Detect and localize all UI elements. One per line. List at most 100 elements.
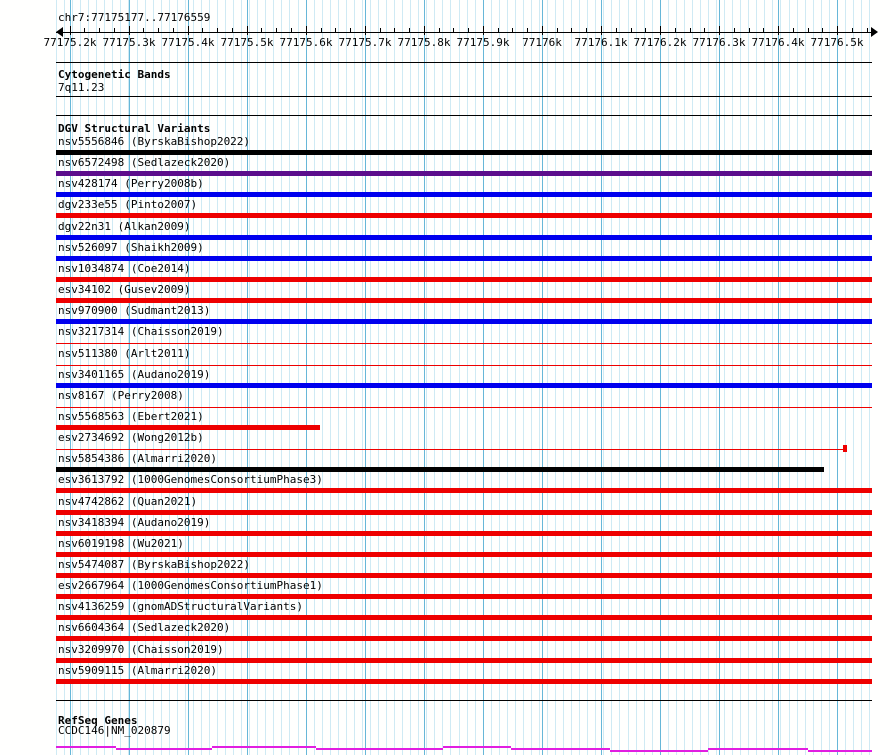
dgv-variant-endpoint-marker[interactable] xyxy=(843,445,847,452)
dgv-variant-label: nsv6572498 (Sedlazeck2020) xyxy=(58,156,231,169)
dgv-variant-bar[interactable] xyxy=(56,383,872,388)
gene-exon-segment[interactable] xyxy=(212,746,316,748)
dgv-variant-row[interactable]: esv34102 (Gusev2009) xyxy=(0,282,890,303)
ruler-tick-label: 77175.9k xyxy=(456,36,510,49)
dgv-variant-row[interactable]: dgv233e55 (Pinto2007) xyxy=(0,197,890,218)
dgv-variant-label: nsv8167 (Perry2008) xyxy=(58,389,184,402)
dgv-variant-label: dgv22n31 (Alkan2009) xyxy=(58,220,191,233)
dgv-variant-label: esv2667964 (1000GenomesConsortiumPhase1) xyxy=(58,579,323,592)
dgv-variant-row[interactable]: esv2734692 (Wong2012b) xyxy=(0,430,890,452)
dgv-variant-row[interactable]: dgv22n31 (Alkan2009) xyxy=(0,219,890,240)
divider-refseq-top xyxy=(56,700,872,701)
dgv-variant-label: nsv511380 (Arlt2011) xyxy=(58,347,191,360)
gene-exon-segment[interactable] xyxy=(443,746,511,748)
dgv-variant-bar[interactable] xyxy=(56,407,872,408)
dgv-variant-bar[interactable] xyxy=(56,615,872,620)
dgv-variant-bar[interactable] xyxy=(56,171,872,176)
dgv-variant-bar[interactable] xyxy=(56,298,872,303)
gene-exon-segment[interactable] xyxy=(708,748,808,750)
dgv-variant-row[interactable]: nsv5854386 (Almarri2020) xyxy=(0,451,890,472)
dgv-track-title: DGV Structural Variants xyxy=(58,122,211,135)
dgv-variant-label: nsv5556846 (ByrskaBishop2022) xyxy=(58,135,251,148)
dgv-variant-bar[interactable] xyxy=(56,449,846,450)
ruler-tick-label: 77175.3k xyxy=(102,36,156,49)
ruler-tick-label: 77176.3k xyxy=(692,36,746,49)
dgv-variant-bar[interactable] xyxy=(56,488,872,493)
dgv-variant-row[interactable]: nsv6019198 (Wu2021) xyxy=(0,536,890,557)
dgv-variant-bar[interactable] xyxy=(56,636,872,641)
axis-arrow-right-icon xyxy=(871,27,878,37)
dgv-variant-bar[interactable] xyxy=(56,319,872,324)
gene-exon-segment[interactable] xyxy=(808,750,872,752)
dgv-variant-row[interactable]: nsv3209970 (Chaisson2019) xyxy=(0,642,890,663)
dgv-variant-row[interactable]: esv3613792 (1000GenomesConsortiumPhase3) xyxy=(0,472,890,493)
dgv-variant-label: nsv1034874 (Coe2014) xyxy=(58,262,191,275)
dgv-variant-bar[interactable] xyxy=(56,573,872,578)
dgv-variant-bar[interactable] xyxy=(56,256,872,261)
ruler-tick-label: 77176.2k xyxy=(633,36,687,49)
gene-label[interactable]: CCDC146|NM_020879 xyxy=(58,724,171,737)
cytogenetic-bands-title: Cytogenetic Bands xyxy=(58,68,171,81)
dgv-variant-label: nsv4136259 (gnomADStructuralVariants) xyxy=(58,600,304,613)
gene-exon-segment[interactable] xyxy=(56,746,116,748)
divider-cytoband-bottom xyxy=(56,96,872,97)
gene-exon-segment[interactable] xyxy=(316,748,443,750)
dgv-variant-row[interactable]: nsv5474087 (ByrskaBishop2022) xyxy=(0,557,890,578)
dgv-variant-bar[interactable] xyxy=(56,150,872,155)
dgv-variant-row[interactable]: nsv6604364 (Sedlazeck2020) xyxy=(0,620,890,641)
dgv-variant-row[interactable]: nsv3418394 (Audano2019) xyxy=(0,515,890,536)
gene-exon-segment[interactable] xyxy=(610,750,708,752)
dgv-variant-row[interactable]: nsv5568563 (Ebert2021) xyxy=(0,409,890,430)
axis-line xyxy=(56,32,872,33)
dgv-variant-bar[interactable] xyxy=(56,531,872,536)
dgv-variant-bar[interactable] xyxy=(56,552,872,557)
dgv-variant-label: esv34102 (Gusev2009) xyxy=(58,283,191,296)
ruler-tick-label: 77175.2k xyxy=(43,36,97,49)
dgv-variant-bar[interactable] xyxy=(56,277,872,282)
dgv-variant-label: nsv3418394 (Audano2019) xyxy=(58,516,211,529)
dgv-variant-bar[interactable] xyxy=(56,343,872,344)
genomic-coordinate-ruler[interactable]: chr7:77175177..77176559 77175.2k 77175.3k… xyxy=(0,0,890,49)
axis-arrow-left-icon xyxy=(56,27,63,37)
dgv-variant-label: nsv5568563 (Ebert2021) xyxy=(58,410,204,423)
dgv-variant-row[interactable]: nsv526097 (Shaikh2009) xyxy=(0,240,890,261)
dgv-variant-label: nsv4742862 (Quan2021) xyxy=(58,495,198,508)
dgv-variant-bar[interactable] xyxy=(56,679,872,684)
ruler-tick-label: 77176k xyxy=(522,36,562,49)
dgv-variant-label: nsv3209970 (Chaisson2019) xyxy=(58,643,224,656)
dgv-variant-row[interactable]: nsv4742862 (Quan2021) xyxy=(0,494,890,515)
dgv-variant-label: nsv5474087 (ByrskaBishop2022) xyxy=(58,558,251,571)
cytogenetic-band-label[interactable]: 7q11.23 xyxy=(58,81,105,94)
dgv-variant-row[interactable]: nsv428174 (Perry2008b) xyxy=(0,176,890,197)
dgv-variant-row[interactable]: nsv970900 (Sudmant2013) xyxy=(0,303,890,324)
dgv-variant-bar[interactable] xyxy=(56,192,872,197)
dgv-variant-row[interactable]: esv2667964 (1000GenomesConsortiumPhase1) xyxy=(0,578,890,599)
dgv-variant-label: esv3613792 (1000GenomesConsortiumPhase3) xyxy=(58,473,323,486)
ruler-tick-label: 77175.4k xyxy=(161,36,215,49)
gene-exon-segment[interactable] xyxy=(116,748,212,750)
dgv-variant-row[interactable]: nsv3401165 (Audano2019) xyxy=(0,367,890,388)
dgv-variant-row[interactable]: nsv1034874 (Coe2014) xyxy=(0,261,890,282)
locus-label: chr7:77175177..77176559 xyxy=(58,11,211,24)
dgv-variant-row[interactable]: nsv4136259 (gnomADStructuralVariants) xyxy=(0,599,890,620)
dgv-variant-row[interactable]: nsv511380 (Arlt2011) xyxy=(0,346,890,367)
dgv-variant-bar[interactable] xyxy=(56,658,872,663)
dgv-variant-bar[interactable] xyxy=(56,467,824,472)
dgv-variant-row[interactable]: nsv6572498 (Sedlazeck2020) xyxy=(0,155,890,176)
dgv-variant-row[interactable]: nsv3217314 (Chaisson2019) xyxy=(0,324,890,345)
gene-exon-segment[interactable] xyxy=(511,748,610,750)
dgv-variant-row[interactable]: nsv5556846 (ByrskaBishop2022) xyxy=(0,134,890,155)
dgv-variant-row[interactable]: nsv5909115 (Almarri2020) xyxy=(0,663,890,684)
ruler-tick-label: 77175.7k xyxy=(338,36,392,49)
dgv-variant-bar[interactable] xyxy=(56,594,872,599)
divider-top xyxy=(56,62,872,63)
ruler-tick-label: 77175.5k xyxy=(220,36,274,49)
dgv-variant-bar[interactable] xyxy=(56,510,872,515)
dgv-variant-bar[interactable] xyxy=(56,425,320,430)
dgv-variant-bar[interactable] xyxy=(56,365,872,366)
dgv-variant-row[interactable]: nsv8167 (Perry2008) xyxy=(0,388,890,409)
dgv-variant-bar[interactable] xyxy=(56,213,872,218)
dgv-variant-label: nsv5854386 (Almarri2020) xyxy=(58,452,217,465)
dgv-variant-bar[interactable] xyxy=(56,235,872,240)
